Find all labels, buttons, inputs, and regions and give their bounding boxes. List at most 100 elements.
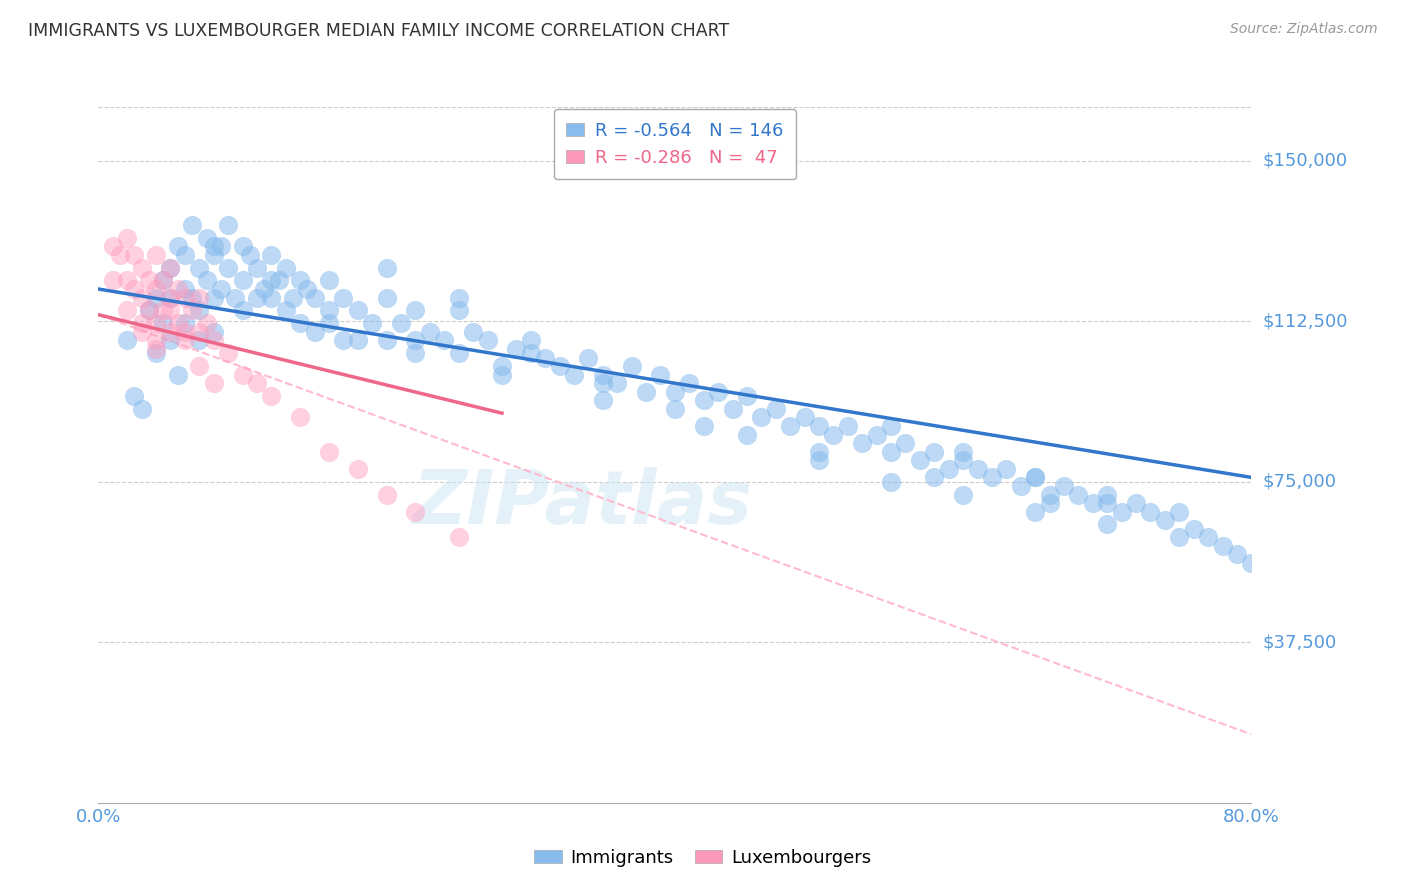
Point — [1024, 470, 1046, 484]
Point — [152, 273, 174, 287]
Point — [995, 462, 1018, 476]
Point — [202, 291, 225, 305]
Point — [202, 376, 225, 391]
Point — [721, 401, 744, 416]
Point — [952, 487, 974, 501]
Point — [188, 291, 211, 305]
Point — [124, 282, 146, 296]
Point — [520, 346, 543, 360]
Point — [166, 282, 188, 296]
Point — [138, 273, 160, 287]
Point — [181, 218, 204, 232]
Text: $112,500: $112,500 — [1263, 312, 1348, 330]
Point — [765, 401, 787, 416]
Point — [117, 273, 138, 287]
Point — [592, 393, 614, 408]
Point — [145, 346, 167, 360]
Point — [159, 334, 181, 348]
Point — [217, 260, 239, 275]
Point — [202, 325, 225, 339]
Point — [304, 325, 326, 339]
Point — [174, 282, 197, 296]
Point — [922, 444, 945, 458]
Point — [145, 248, 167, 262]
Point — [1038, 496, 1062, 510]
Point — [346, 303, 368, 318]
Point — [145, 282, 167, 296]
Point — [159, 291, 181, 305]
Point — [491, 368, 513, 382]
Point — [174, 248, 197, 262]
Point — [419, 325, 441, 339]
Legend: Immigrants, Luxembourgers: Immigrants, Luxembourgers — [527, 842, 879, 874]
Point — [145, 316, 167, 330]
Point — [195, 273, 218, 287]
Point — [166, 368, 188, 382]
Point — [195, 316, 218, 330]
Point — [505, 342, 527, 356]
Point — [131, 316, 153, 330]
Point — [405, 303, 427, 318]
Point — [202, 334, 225, 348]
Text: $37,500: $37,500 — [1263, 633, 1337, 651]
Point — [447, 303, 470, 318]
Point — [793, 410, 815, 425]
Point — [779, 419, 801, 434]
Point — [389, 316, 412, 330]
Point — [202, 248, 225, 262]
Point — [131, 325, 153, 339]
Point — [101, 239, 124, 253]
Point — [217, 218, 239, 232]
Point — [1081, 496, 1104, 510]
Point — [1097, 487, 1119, 501]
Point — [735, 389, 758, 403]
Point — [1226, 548, 1249, 562]
Point — [938, 462, 960, 476]
Point — [1097, 496, 1119, 510]
Point — [735, 427, 758, 442]
Point — [981, 470, 1004, 484]
Point — [253, 282, 276, 296]
Point — [1125, 496, 1147, 510]
Point — [209, 282, 232, 296]
Point — [592, 368, 614, 382]
Point — [131, 260, 153, 275]
Point — [274, 303, 297, 318]
Point — [159, 303, 181, 318]
Point — [117, 230, 138, 244]
Point — [318, 273, 340, 287]
Point — [1097, 517, 1119, 532]
Point — [548, 359, 571, 373]
Point — [231, 273, 254, 287]
Point — [807, 453, 830, 467]
Point — [447, 291, 470, 305]
Point — [181, 303, 204, 318]
Point — [1168, 505, 1191, 519]
Point — [650, 368, 672, 382]
Text: IMMIGRANTS VS LUXEMBOURGER MEDIAN FAMILY INCOME CORRELATION CHART: IMMIGRANTS VS LUXEMBOURGER MEDIAN FAMILY… — [28, 22, 730, 40]
Point — [837, 419, 859, 434]
Point — [138, 303, 160, 318]
Point — [145, 291, 167, 305]
Point — [1139, 505, 1161, 519]
Point — [375, 291, 398, 305]
Point — [188, 260, 211, 275]
Point — [908, 453, 931, 467]
Point — [166, 239, 188, 253]
Point — [188, 303, 211, 318]
Point — [375, 260, 398, 275]
Point — [318, 444, 340, 458]
Point — [108, 248, 131, 262]
Point — [1153, 513, 1175, 527]
Point — [346, 334, 368, 348]
Point — [1024, 505, 1046, 519]
Point — [297, 282, 319, 296]
Point — [405, 505, 427, 519]
Point — [405, 334, 427, 348]
Legend: R = -0.564   N = 146, R = -0.286   N =  47: R = -0.564 N = 146, R = -0.286 N = 47 — [554, 109, 796, 179]
Point — [880, 419, 903, 434]
Point — [1038, 487, 1062, 501]
Text: ZIPatlas: ZIPatlas — [412, 467, 752, 541]
Point — [592, 376, 614, 391]
Point — [290, 410, 312, 425]
